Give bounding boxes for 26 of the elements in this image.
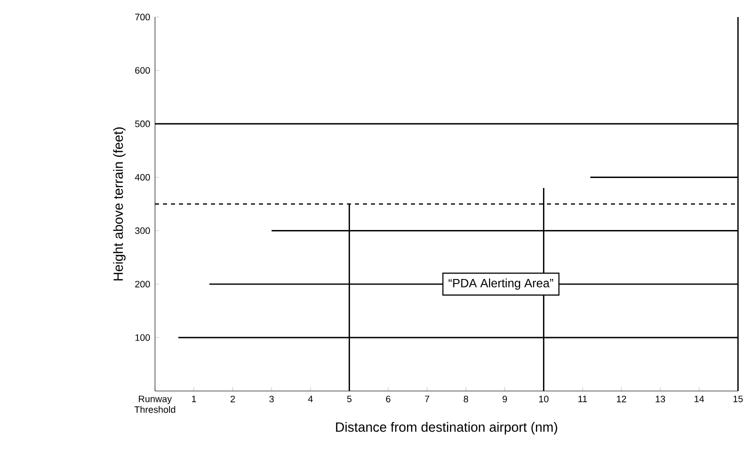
x-tick-label: 9 — [502, 396, 507, 402]
y-tick-label: 700 — [135, 14, 150, 20]
annotation: “PDA Alerting Area” — [448, 278, 554, 290]
x-tick-label: 10 — [539, 396, 548, 402]
x-tick-label: 8 — [464, 396, 468, 402]
x-tick-label: Runway Threshold — [134, 396, 176, 413]
x-tick-label: 15 — [734, 396, 743, 402]
x-tick-label: 13 — [656, 396, 666, 402]
x-tick-label: 6 — [386, 396, 390, 402]
x-tick-label: 1 — [192, 396, 196, 402]
x-axis-title: Distance from destination airport (nm) — [336, 422, 558, 434]
y-tick-label: 300 — [135, 227, 150, 234]
y-tick-label: 400 — [134, 174, 150, 181]
y-tick-label: 200 — [135, 280, 150, 288]
y-axis-title: Height above terrain (feet) — [113, 127, 126, 280]
x-tick-label: 2 — [230, 396, 235, 402]
x-tick-label: 7 — [424, 396, 430, 402]
y-tick-label: 100 — [135, 334, 150, 341]
x-tick-label: 11 — [578, 396, 587, 402]
x-tick-label: 3 — [269, 396, 274, 402]
x-tick-label: 12 — [616, 396, 626, 402]
y-tick-label: 500 — [135, 120, 150, 128]
x-tick-label: 5 — [347, 396, 352, 402]
x-tick-label: 4 — [308, 396, 313, 402]
y-tick-label: 600 — [135, 67, 150, 74]
x-tick-label: 14 — [694, 396, 704, 402]
